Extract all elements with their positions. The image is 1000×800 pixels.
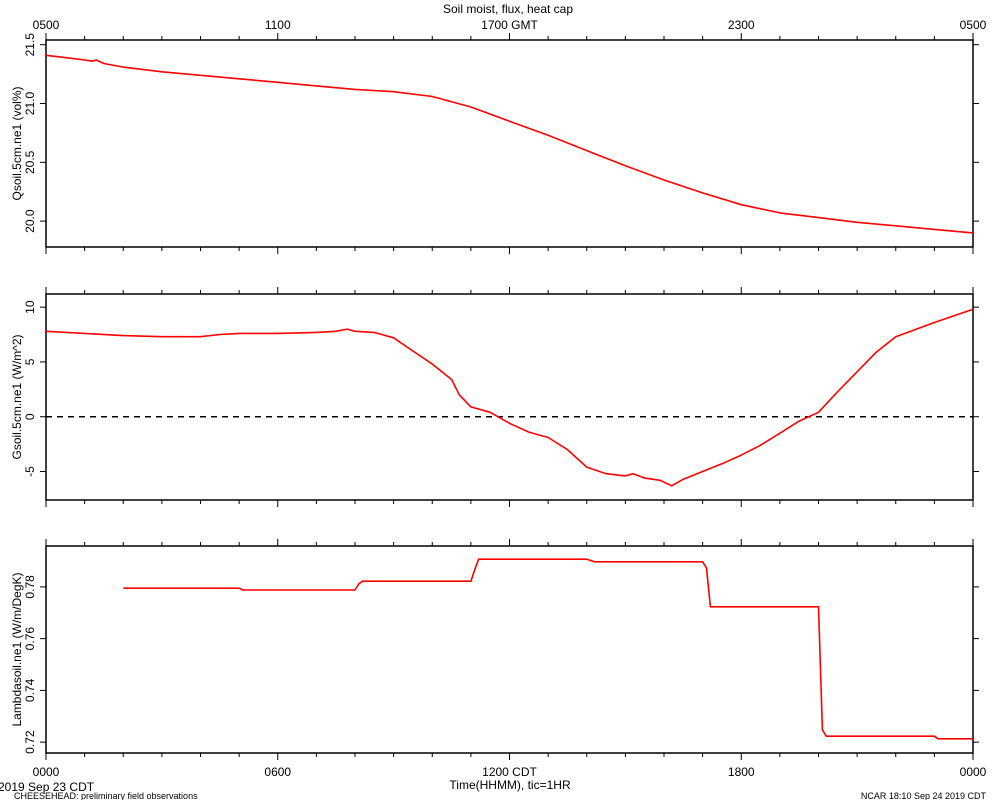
series-line — [45, 308, 974, 487]
y-tick-label: 21.5 — [23, 33, 37, 57]
bottom-x-tick-label: 0600 — [264, 765, 291, 779]
y-tick-label: 0.72 — [23, 730, 37, 754]
top-x-tick-label: 1100 — [265, 18, 291, 32]
bottom-x-tick-label: 1800 — [728, 765, 755, 779]
top-x-tick-label: 0500 — [33, 18, 60, 32]
plot-frame — [45, 39, 974, 248]
soil-moisture-panel: 20.0 20.5 21.0 21.5 Qsoil.5cm.ne1 (vol%) — [10, 33, 979, 254]
top-x-tick-label: 0500 — [960, 18, 987, 32]
y-axis-label: Lambdasoil.ne1 (W/m/DegK) — [10, 572, 24, 726]
y-tick-label: 0 — [23, 413, 37, 420]
plot-frame — [45, 545, 974, 754]
x-axis-label: Time(HHMM), tic=1HR — [449, 778, 571, 792]
y-tick-label: 0.74 — [23, 678, 37, 702]
bottom-x-tick-label: 0000 — [960, 765, 987, 779]
y-axis-label: Gsoil.5cm.ne1 (W/m^2) — [10, 335, 24, 460]
plot-frame — [45, 293, 974, 501]
y-tick-label: 5 — [23, 358, 37, 365]
soil-heat-flux-panel: -5 0 5 10 Gsoil.5cm.ne1 (W/m^2) — [10, 287, 979, 507]
bottom-x-tick-label: 1200 CDT — [482, 765, 537, 779]
y-tick-label: 20.5 — [23, 150, 37, 174]
footer-project-label: CHEESEHEAD: preliminary field observatio… — [14, 791, 198, 800]
top-x-tick-label: 1700 GMT — [481, 18, 538, 32]
y-tick-label: 21.0 — [23, 92, 37, 116]
series-line — [123, 558, 973, 740]
chart-title: Soil moist, flux, heat cap — [443, 2, 573, 16]
y-tick-label: -5 — [23, 466, 37, 477]
y-axis-label: Qsoil.5cm.ne1 (vol%) — [10, 86, 24, 200]
footer-date-label: 2019 Sep 23 CDT — [0, 780, 95, 794]
y-tick-label: 0.78 — [23, 575, 37, 599]
footer-stamp-label: NCAR 18:10 Sep 24 2019 CDT — [861, 791, 987, 800]
bottom-x-tick-label: 0000 — [33, 765, 60, 779]
series-line — [45, 54, 974, 234]
y-tick-label: 20.0 — [23, 209, 37, 233]
y-tick-label: 0.76 — [23, 627, 37, 651]
y-tick-label: 10 — [23, 300, 37, 314]
top-x-tick-label: 2300 — [728, 18, 755, 32]
